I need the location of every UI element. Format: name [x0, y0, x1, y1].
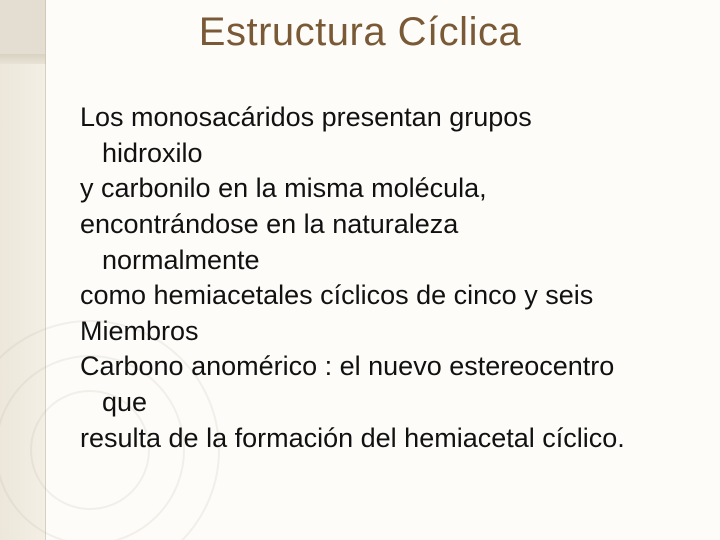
- left-decorative-band: [0, 0, 46, 540]
- left-band-bottom: [0, 64, 46, 540]
- body-line: encontrándose en la naturaleza: [80, 207, 700, 243]
- body-line: normalmente: [80, 243, 700, 279]
- slide-title: Estructura Cíclica: [0, 10, 720, 55]
- body-line: hidroxilo: [80, 136, 700, 172]
- slide: Estructura Cíclica Los monosacáridos pre…: [0, 0, 720, 540]
- body-line: y carbonilo en la misma molécula,: [80, 171, 700, 207]
- body-line: Carbono anomérico : el nuevo estereocent…: [80, 349, 700, 385]
- body-line: resulta de la formación del hemiacetal c…: [80, 421, 700, 457]
- body-line: Miembros: [80, 314, 700, 350]
- body-line: como hemiacetales cíclicos de cinco y se…: [80, 278, 700, 314]
- body-line: que: [80, 385, 700, 421]
- body-line: Los monosacáridos presentan grupos: [80, 100, 700, 136]
- slide-body: Los monosacáridos presentan grupos hidro…: [80, 100, 700, 456]
